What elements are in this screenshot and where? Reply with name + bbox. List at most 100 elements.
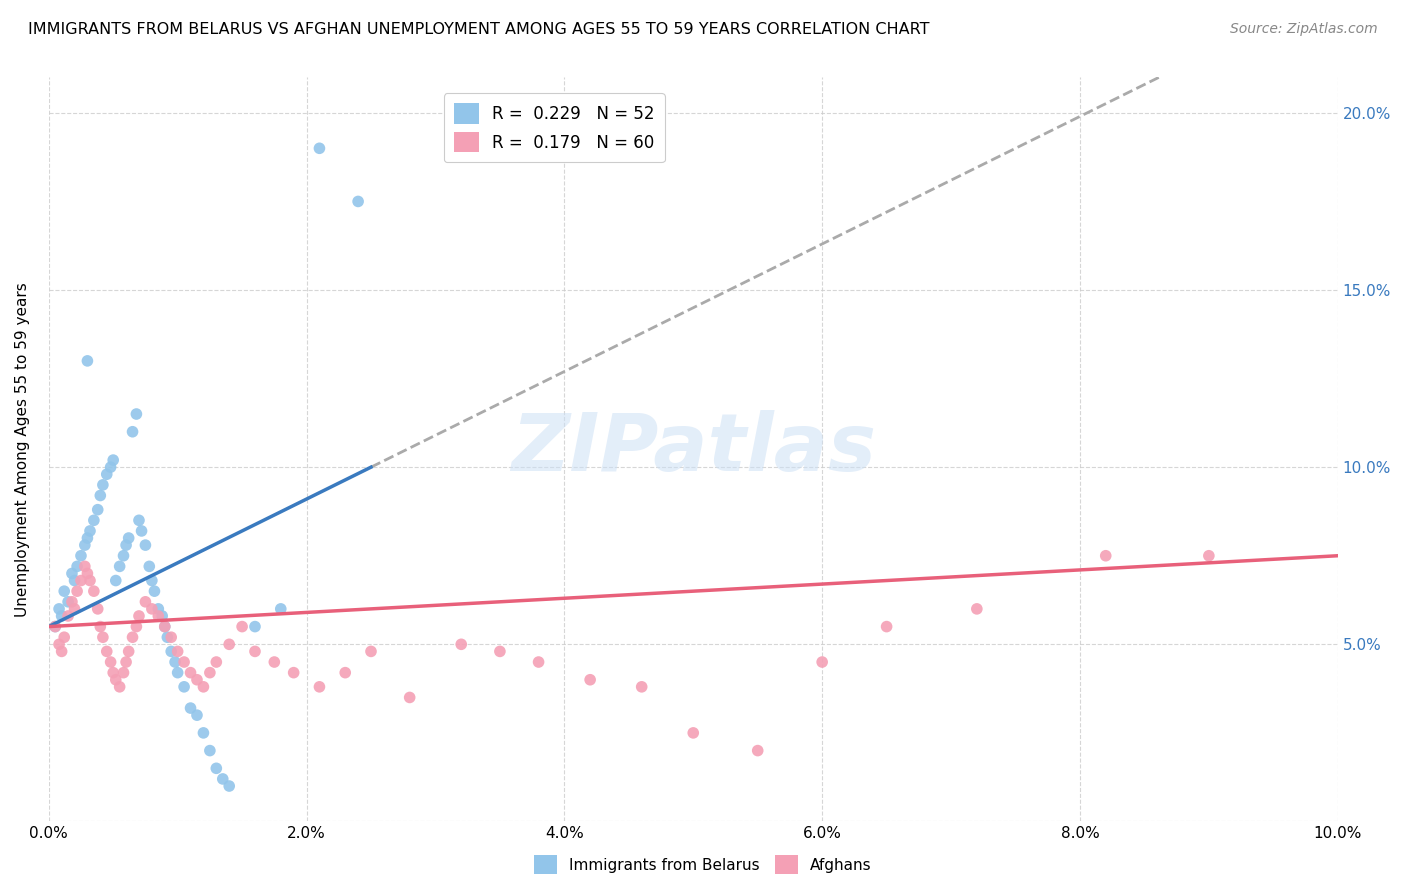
Point (231, 619, 253, 633)
Point (811, 655, 834, 669)
Point (193, 680, 215, 694)
Point (489, 644, 512, 658)
Point (128, 513, 150, 527)
Point (91, 630, 114, 644)
Point (360, 644, 382, 658)
Point (134, 595, 156, 609)
Point (79, 574, 101, 588)
Point (160, 644, 183, 658)
Point (876, 619, 898, 633)
Point (112, 665, 135, 680)
Point (205, 761, 228, 775)
Point (166, 665, 188, 680)
Point (747, 743, 769, 757)
Point (398, 690, 420, 705)
Point (44, 619, 66, 633)
Point (104, 673, 127, 687)
Point (153, 619, 176, 633)
Point (270, 602, 292, 616)
Point (115, 538, 138, 552)
Point (125, 619, 148, 633)
Legend: R =  0.229   N = 52, R =  0.179   N = 60: R = 0.229 N = 52, R = 0.179 N = 60 (444, 93, 665, 162)
Point (73, 559, 96, 574)
Point (87, 602, 110, 616)
Point (198, 665, 221, 680)
Point (138, 559, 160, 574)
Point (166, 644, 188, 658)
Point (48, 637, 70, 651)
Point (79, 524, 101, 538)
Point (1094, 549, 1116, 563)
Point (63, 602, 86, 616)
Point (143, 584, 166, 599)
Point (186, 673, 208, 687)
Point (87, 502, 110, 516)
Point (66, 559, 89, 574)
Point (76, 531, 98, 545)
Point (198, 743, 221, 757)
Point (89, 489, 111, 503)
Point (53, 584, 76, 599)
Point (60, 595, 83, 609)
Point (56, 609, 79, 624)
Point (63, 574, 86, 588)
Point (156, 630, 179, 644)
Point (966, 602, 988, 616)
Point (308, 141, 330, 155)
Point (243, 644, 266, 658)
Point (150, 609, 173, 624)
Point (160, 630, 183, 644)
Point (193, 726, 215, 740)
Point (70, 549, 93, 563)
Point (131, 524, 153, 538)
Point (173, 655, 195, 669)
Y-axis label: Unemployment Among Ages 55 to 59 years: Unemployment Among Ages 55 to 59 years (15, 282, 30, 617)
Point (91, 478, 114, 492)
Point (83, 584, 105, 599)
Point (141, 574, 163, 588)
Point (108, 559, 131, 574)
Point (308, 680, 330, 694)
Point (243, 619, 266, 633)
Point (263, 655, 285, 669)
Point (112, 549, 135, 563)
Text: IMMIGRANTS FROM BELARUS VS AFGHAN UNEMPLOYMENT AMONG AGES 55 TO 59 YEARS CORRELA: IMMIGRANTS FROM BELARUS VS AFGHAN UNEMPL… (28, 22, 929, 37)
Point (89, 619, 111, 633)
Point (118, 531, 141, 545)
Point (104, 574, 127, 588)
Point (128, 609, 150, 624)
Point (134, 538, 156, 552)
Text: Source: ZipAtlas.com: Source: ZipAtlas.com (1230, 22, 1378, 37)
Point (125, 407, 148, 421)
Point (218, 637, 240, 651)
Point (100, 460, 122, 475)
Point (96, 467, 118, 482)
Point (56, 595, 79, 609)
Point (347, 194, 370, 209)
Point (335, 665, 357, 680)
Point (51, 644, 73, 658)
Point (173, 680, 195, 694)
Point (76, 354, 98, 368)
Point (121, 425, 143, 439)
Point (48, 602, 70, 616)
Point (205, 655, 228, 669)
Point (211, 772, 233, 786)
Point (630, 680, 652, 694)
Point (450, 637, 472, 651)
Legend: Immigrants from Belarus, Afghans: Immigrants from Belarus, Afghans (529, 849, 877, 880)
Point (1198, 549, 1220, 563)
Point (108, 680, 131, 694)
Point (118, 644, 141, 658)
Point (83, 513, 105, 527)
Point (115, 655, 138, 669)
Point (44, 619, 66, 633)
Point (73, 538, 96, 552)
Point (148, 609, 170, 624)
Point (96, 644, 118, 658)
Point (186, 708, 208, 723)
Point (76, 566, 98, 581)
Point (100, 655, 122, 669)
Point (180, 701, 202, 715)
Point (148, 602, 170, 616)
